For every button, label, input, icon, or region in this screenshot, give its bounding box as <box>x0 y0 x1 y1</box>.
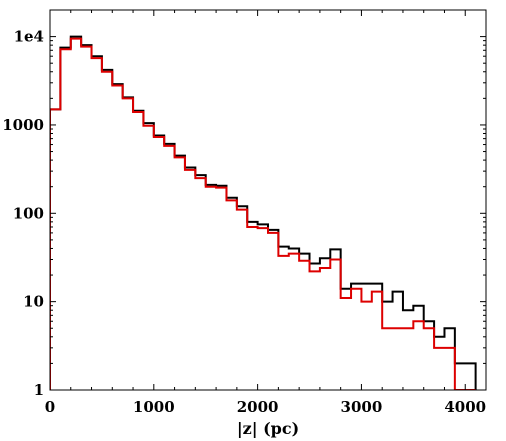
x-axis-title: |z| (pc) <box>237 419 299 438</box>
y-tick-label: 1e4 <box>14 28 44 46</box>
y-tick-label: 100 <box>13 204 44 222</box>
y-axis: 1 10 100 1000 1e4 <box>2 9 486 399</box>
y-tick-label: 1000 <box>2 116 44 134</box>
x-tick-label: 3000 <box>341 398 383 416</box>
series-line-1 <box>50 35 477 390</box>
x-tick-label: 4000 <box>444 398 486 416</box>
y-tick-label: 10 <box>23 293 44 311</box>
series-layer <box>50 35 477 390</box>
x-tick-label: 2000 <box>237 398 279 416</box>
x-tick-label: 0 <box>45 398 55 416</box>
y-tick-label: 1 <box>34 381 44 399</box>
plot-frame <box>49 9 487 391</box>
x-axis: 0 1000 2000 3000 4000 <box>45 10 486 416</box>
series-line-2 <box>50 37 476 390</box>
x-tick-label: 1000 <box>133 398 175 416</box>
